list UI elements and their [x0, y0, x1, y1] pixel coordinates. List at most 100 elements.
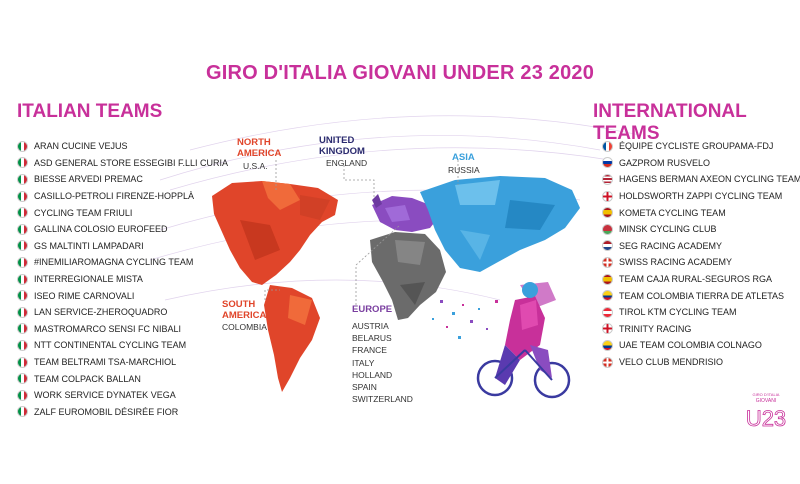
italian-team-item: INTERREGIONALE MISTA [17, 271, 228, 288]
italian-team-item: #INEMILIAROMAGNA CYCLING TEAM [17, 254, 228, 271]
svg-text:GIOVANI: GIOVANI [756, 398, 776, 404]
italian-team-name: LAN SERVICE-ZHEROQUADRO [34, 307, 168, 318]
international-team-item: GAZPROM RUSVELO [602, 155, 800, 172]
international-team-name: SWISS RACING ACADEMY [619, 257, 733, 268]
europe-country: SWITZERLAND [352, 394, 413, 405]
italy-flag-icon [17, 339, 28, 351]
international-team-name: VELO CLUB MENDRISIO [619, 357, 724, 368]
particle-scatter [432, 300, 498, 339]
belarus-flag-icon [602, 223, 613, 235]
colombia-flag-icon [602, 290, 613, 302]
italy-flag-icon [17, 389, 28, 401]
international-teams-list: ÉQUIPE CYCLISTE GROUPAMA-FDJ GAZPROM RUSV… [602, 138, 800, 370]
svg-text:GIRO D'ITALIA: GIRO D'ITALIA [753, 392, 780, 397]
italian-team-name: INTERREGIONALE MISTA [34, 274, 143, 285]
italian-team-name: ISEO RIME CARNOVALI [34, 290, 135, 301]
england-flag-icon [602, 190, 613, 202]
italian-team-item: LAN SERVICE-ZHEROQUADRO [17, 304, 228, 321]
asia-shape [420, 176, 580, 272]
north-america-heading-line2: AMERICA [237, 148, 282, 159]
international-team-name: TRINITY RACING [619, 323, 692, 334]
italian-team-name: MASTROMARCO SENSI FC NIBALI [34, 323, 182, 334]
italy-flag-icon [17, 256, 28, 268]
italy-flag-icon [17, 157, 28, 169]
spain-flag-icon [602, 207, 613, 219]
cyclist-illustration [476, 282, 571, 399]
colombia-flag-icon [602, 339, 613, 351]
international-team-item: ÉQUIPE CYCLISTE GROUPAMA-FDJ [602, 138, 800, 155]
europe-country: FRANCE [352, 345, 387, 356]
italian-team-name: ASD GENERAL STORE ESSEGIBI F.LLI CURIA [34, 157, 229, 168]
italy-flag-icon [17, 373, 28, 385]
italian-team-name: CASILLO-PETROLI FIRENZE-HOPPLÀ [34, 191, 195, 202]
italy-flag-icon [17, 406, 28, 418]
international-team-name: TEAM CAJA RURAL-SEGUROS RGA [619, 274, 773, 285]
italian-team-name: TEAM COLPACK BALLAN [34, 373, 141, 384]
south-america-heading: SOUTH AMERICA [222, 299, 266, 321]
uk-heading-line2: KINGDOM [319, 146, 365, 157]
asia-country: RUSSIA [448, 165, 480, 175]
russia-flag-icon [602, 157, 613, 169]
north-america-country: U.S.A. [243, 161, 268, 171]
international-team-name: TIROL KTM CYCLING TEAM [619, 307, 737, 318]
england-flag-icon [602, 323, 613, 335]
international-team-name: ÉQUIPE CYCLISTE GROUPAMA-FDJ [619, 141, 774, 152]
switzerland-flag-icon [602, 356, 613, 368]
international-team-item: MINSK CYCLING CLUB [602, 221, 800, 238]
italy-flag-icon [17, 273, 28, 285]
italian-team-item: ASD GENERAL STORE ESSEGIBI F.LLI CURIA [17, 155, 228, 172]
italian-team-name: NTT CONTINENTAL CYCLING TEAM [34, 340, 187, 351]
france-flag-icon [602, 140, 613, 152]
italian-team-item: CYCLING TEAM FRIULI [17, 204, 228, 221]
italian-teams-list: ARAN CUCINE VEJUS ASD GENERAL STORE ESSEG… [17, 138, 228, 420]
italian-team-item: TEAM COLPACK BALLAN [17, 370, 228, 387]
south-america-heading-line1: SOUTH [222, 299, 256, 310]
italian-team-item: TEAM BELTRAMI TSA-MARCHIOL [17, 354, 228, 371]
italian-team-item: ARAN CUCINE VEJUS [17, 138, 228, 155]
italy-flag-icon [17, 190, 28, 202]
italy-flag-icon [17, 323, 28, 335]
international-team-name: TEAM COLOMBIA TIERRA DE ATLETAS [619, 290, 785, 301]
europe-country: BELARUS [352, 333, 392, 344]
international-teams-heading: INTERNATIONAL TEAMS [593, 101, 747, 144]
international-team-name: GAZPROM RUSVELO [619, 157, 711, 168]
international-team-item: SWISS RACING ACADEMY [602, 254, 800, 271]
switzerland-flag-icon [602, 256, 613, 268]
italian-team-name: ARAN CUCINE VEJUS [34, 141, 128, 152]
international-team-name: KOMETA CYCLING TEAM [619, 207, 726, 218]
italian-team-item: GALLINA COLOSIO EUROFEED [17, 221, 228, 238]
uk-heading-line1: UNITED [319, 135, 355, 146]
international-team-item: HOLDSWORTH ZAPPI CYCLING TEAM [602, 188, 800, 205]
uk-heading: UNITED KINGDOM [319, 135, 365, 157]
uk-shape [372, 194, 382, 208]
italy-flag-icon [17, 240, 28, 252]
italian-team-name: BIESSE ARVEDI PREMAC [34, 174, 143, 185]
italian-team-item: ISEO RIME CARNOVALI [17, 287, 228, 304]
italy-flag-icon [17, 207, 28, 219]
italy-flag-icon [17, 356, 28, 368]
international-team-name: UAE TEAM COLOMBIA COLNAGO [619, 340, 762, 351]
international-team-item: HAGENS BERMAN AXEON CYCLING TEAM [602, 171, 800, 188]
usa-flag-icon [602, 173, 613, 185]
europe-heading: EUROPE [352, 304, 393, 315]
italian-team-name: WORK SERVICE DYNATEK VEGA [34, 390, 176, 401]
international-team-item: UAE TEAM COLOMBIA COLNAGO [602, 337, 800, 354]
italian-team-name: TEAM BELTRAMI TSA-MARCHIOL [34, 357, 177, 368]
uk-country: ENGLAND [326, 158, 368, 168]
svg-text:U23: U23 [746, 406, 786, 431]
italy-flag-icon [17, 140, 28, 152]
south-america-country: COLOMBIA [222, 322, 267, 332]
international-team-item: SEG RACING ACADEMY [602, 238, 800, 255]
italian-team-item: NTT CONTINENTAL CYCLING TEAM [17, 337, 228, 354]
europe-country: SPAIN [352, 382, 377, 393]
south-america-heading-line2: AMERICA [222, 310, 267, 321]
italian-team-item: CASILLO-PETROLI FIRENZE-HOPPLÀ [17, 188, 228, 205]
international-team-name: HAGENS BERMAN AXEON CYCLING TEAM [619, 174, 800, 185]
giro-giovani-logo: GIRO D'ITALIA GIOVANI U23 [745, 392, 786, 431]
italian-team-name: GALLINA COLOSIO EUROFEED [34, 224, 168, 235]
africa-shape [370, 232, 446, 320]
italy-flag-icon [17, 223, 28, 235]
italian-team-name: ZALF EUROMOBIL DÉSIRÉE FIOR [34, 406, 179, 417]
asia-heading: ASIA [452, 152, 475, 163]
